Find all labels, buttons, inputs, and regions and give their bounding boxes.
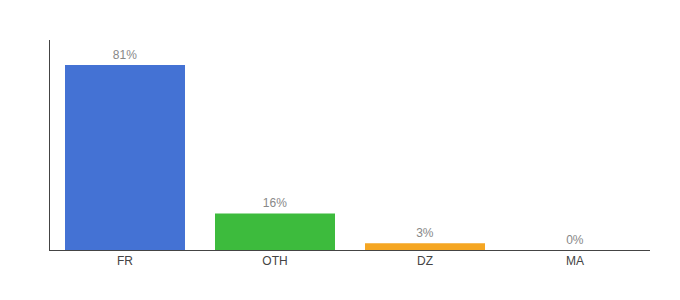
svg-text:16%: 16% <box>263 196 287 210</box>
svg-text:3%: 3% <box>416 226 434 240</box>
svg-text:0%: 0% <box>566 233 584 247</box>
svg-text:FR: FR <box>117 254 133 268</box>
svg-text:MA: MA <box>566 254 584 268</box>
svg-text:81%: 81% <box>113 48 137 62</box>
svg-text:OTH: OTH <box>262 254 287 268</box>
svg-text:DZ: DZ <box>417 254 433 268</box>
